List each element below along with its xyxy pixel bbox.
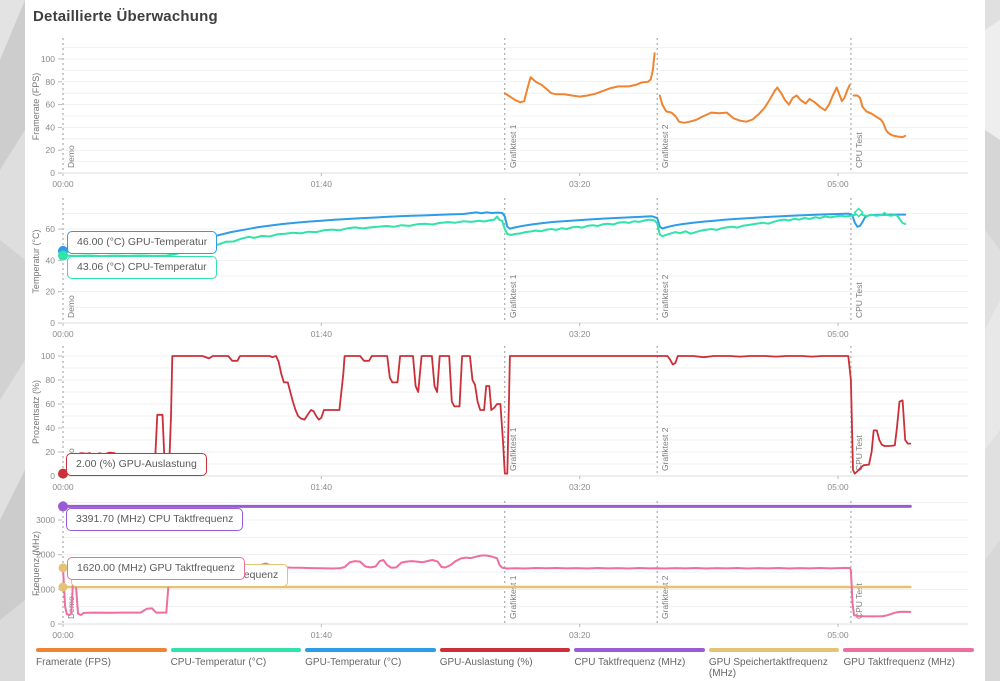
series-gpu_load [62,355,912,475]
y-tick-label: 20 [46,447,56,457]
x-tick-label: 00:00 [52,630,74,640]
y-tick-label: 2000 [36,550,55,560]
phase-label: CPU Test [854,132,864,168]
legend-swatch-gpu_clock [843,648,975,652]
legend-swatch-gpu_load [439,648,571,652]
y-tick-label: 60 [46,100,56,110]
legend-item-gpu_load[interactable]: GPU-Auslastung (%) [439,648,571,679]
value-dot [58,501,68,512]
legend: Framerate (FPS) CPU-Temperatur (°C) GPU-Te… [36,648,975,679]
phase-label: Grafiktest 2 [660,124,670,168]
x-tick-label: 03:20 [569,630,591,640]
x-tick-label: 00:00 [52,482,74,492]
phase-label: CPU Test [854,583,864,619]
y-tick-label: 20 [46,287,56,297]
x-tick-label: 00:00 [52,329,74,339]
legend-item-gpu_temp[interactable]: GPU-Temperatur (°C) [305,648,436,679]
x-tick-label: 01:40 [311,630,333,640]
page-title: Detaillierte Überwachung [33,8,218,25]
y-axis-title: Frequenz (MHz) [31,531,41,596]
phase-label: Grafiktest 2 [660,575,670,619]
y-axis-title: Framerate (FPS) [31,73,41,141]
y-tick-label: 40 [46,255,56,265]
y-tick-label: 60 [46,224,56,234]
y-tick-label: 40 [46,122,56,132]
chart-2: 02040608010000:0001:4003:2005:00DemoGraf… [31,346,968,492]
gpu-load-tooltip: 2.00 (%) GPU-Auslastung [66,453,207,476]
x-tick-label: 05:00 [827,329,849,339]
y-tick-label: 80 [46,77,56,87]
legend-item-cpu_temp[interactable]: CPU-Temperatur (°C) [170,648,302,679]
x-tick-label: 05:00 [827,482,849,492]
y-tick-label: 40 [46,423,56,433]
legend-label: GPU-Auslastung (%) [439,657,533,668]
y-tick-label: 0 [50,619,55,629]
phase-label: CPU Test [854,282,864,318]
phase-label: Grafiktest 1 [508,575,518,619]
legend-label: GPU-Temperatur (°C) [305,657,402,668]
cpu-clock-tooltip: 3391.70 (MHz) CPU Taktfrequenz [66,508,244,531]
series-gpu_temp [62,211,907,253]
legend-label: CPU Taktfrequenz (MHz) [574,657,686,668]
x-tick-label: 03:20 [569,179,591,189]
y-tick-label: 1000 [36,584,55,594]
legend-item-fps[interactable]: Framerate (FPS) [36,648,167,679]
background-right-decoration [985,0,1000,681]
legend-label: GPU Speichertaktfrequenz (MHz) [708,657,828,679]
legend-swatch-gpu_temp [305,648,436,652]
diamond-marker [853,207,864,218]
phase-label: CPU Test [854,435,864,471]
legend-item-cpu_clock[interactable]: CPU Taktfrequenz (MHz) [574,648,705,679]
y-tick-label: 100 [41,54,55,64]
series-fps [503,52,907,139]
monitoring-panel: Detaillierte Überwachung 0 20 40 60 80 100 00:… [25,0,985,681]
legend-item-gpu_clock[interactable]: GPU Taktfrequenz (MHz) [843,648,975,679]
charts-canvas: 0 20 40 60 80 100 00:00 01:40 03:20 05:00 Demo Graf… [31,38,968,640]
value-dot [58,582,68,592]
phase-label: Grafiktest 2 [660,427,670,471]
x-tick-label: 01:40 [311,329,333,339]
y-tick-label: 20 [46,145,56,155]
y-tick-label: 0 [50,471,55,481]
phase-label: Grafiktest 1 [508,427,518,471]
legend-label: Framerate (FPS) [36,657,112,668]
x-tick-label: 03:20 [569,329,591,339]
x-tick-label: 01:40 [311,482,333,492]
legend-item-mem_clock[interactable]: GPU Speichertaktfrequenz (MHz) [708,648,840,679]
y-axis-title: Temperatur (°C) [31,229,41,293]
x-tick-label: 03:20 [569,482,591,492]
chart-0: 0 20 40 60 80 100 00:00 01:40 03:20 05:00 Demo Graf… [31,38,968,189]
legend-swatch-cpu_clock [574,648,705,652]
background-left-decoration [0,0,25,681]
phase-label: Grafiktest 1 [508,274,518,318]
x-tick-label: 00:00 [52,179,74,189]
legend-label: GPU Taktfrequenz (MHz) [843,657,955,668]
value-dot [58,468,68,479]
legend-swatch-fps [36,648,167,652]
y-tick-label: 3000 [36,515,55,525]
x-tick-label: 01:40 [311,179,333,189]
cpu-temperature-tooltip: 43.06 (°C) CPU-Temperatur [67,256,217,279]
y-tick-label: 80 [46,375,56,385]
legend-swatch-mem_clock [708,648,840,652]
y-tick-label: 100 [41,351,55,361]
y-axis-title: Prozentsatz (%) [31,380,41,444]
y-tick-label: 0 [50,318,55,328]
y-tick-label: 0 [50,168,55,178]
legend-swatch-cpu_temp [170,648,302,652]
legend-label: CPU-Temperatur (°C) [170,657,267,668]
value-dot [58,563,68,573]
phase-label: Demo [66,145,76,168]
value-dot [58,250,68,261]
gpu-clock-tooltip: 1620.00 (MHz) GPU Taktfrequenz [67,557,245,580]
phase-label: Grafiktest 1 [508,124,518,168]
x-tick-label: 05:00 [827,630,849,640]
chart-1: 0 20 40 60 00:00 01:40 03:20 05:00 Demo Grafiktes… [31,198,968,339]
x-tick-label: 05:00 [827,179,849,189]
phase-label: Grafiktest 2 [660,274,670,318]
gpu-temperature-tooltip: 46.00 (°C) GPU-Temperatur [67,231,218,254]
phase-label: Demo [66,295,76,318]
series-cpu_temp [62,211,907,258]
y-tick-label: 60 [46,399,56,409]
